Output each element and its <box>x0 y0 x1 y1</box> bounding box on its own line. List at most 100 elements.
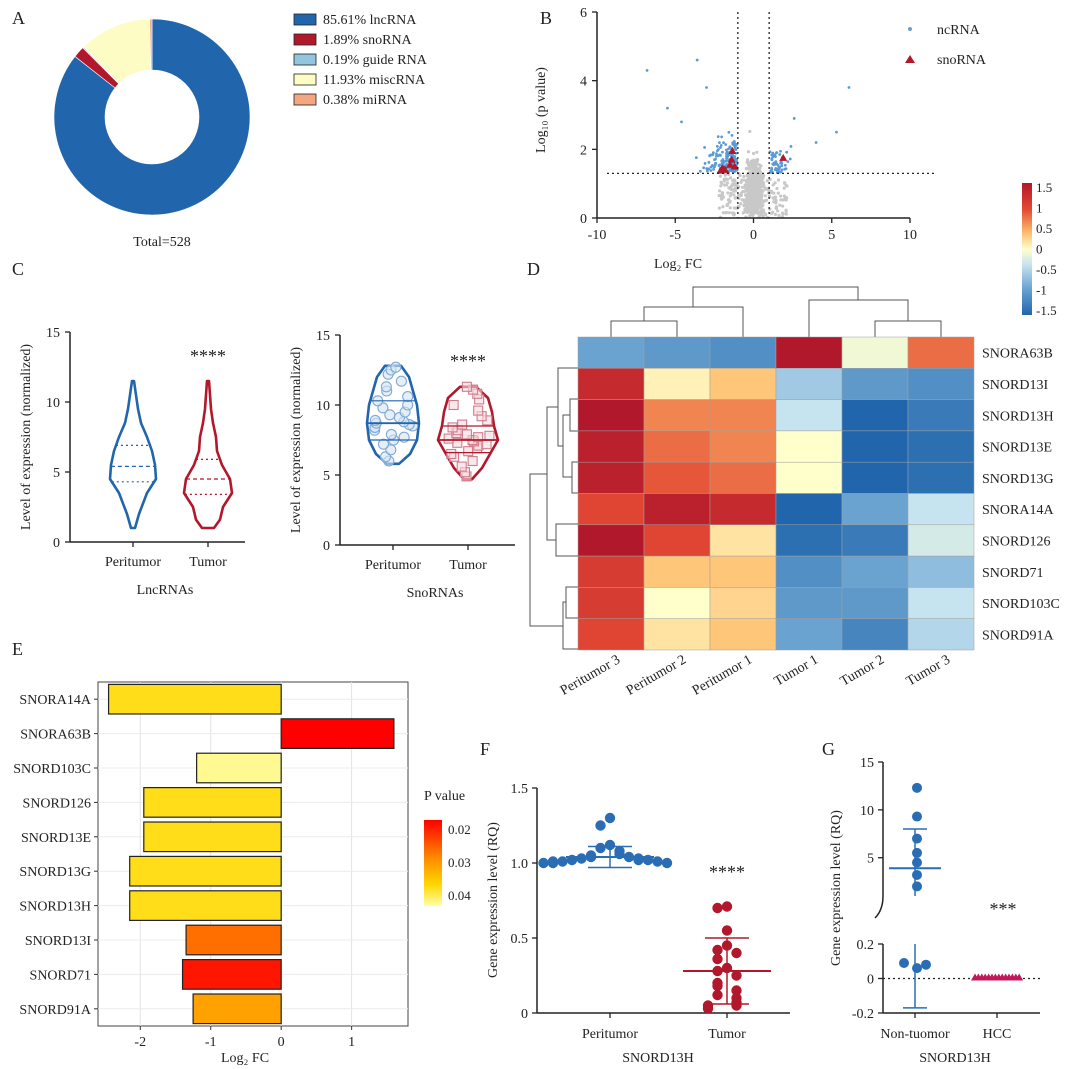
point-ns <box>754 207 758 211</box>
point-ns <box>732 183 736 187</box>
point-snorna-4 <box>728 147 737 155</box>
point-ncrna <box>780 161 784 165</box>
point-ncrna <box>770 157 774 161</box>
row-label: SNORD126 <box>982 534 1050 549</box>
panel-letter-f: F <box>480 739 490 759</box>
heatmap-cell <box>577 587 645 619</box>
point-ns <box>739 202 743 206</box>
point-ns <box>769 211 774 215</box>
point-ns <box>721 211 725 215</box>
legend-swatch-2 <box>293 53 317 66</box>
bar-snord13e <box>143 821 282 853</box>
violin-point <box>395 375 407 387</box>
y-tick-label: 1.5 <box>511 782 529 797</box>
point-ncrna <box>771 162 775 166</box>
point-ncrna <box>715 145 719 148</box>
dot-tumor <box>721 901 733 912</box>
point-ns <box>745 210 750 215</box>
point-ns <box>751 151 756 156</box>
heatmap-cell <box>643 368 711 400</box>
dot-tumor <box>712 980 723 992</box>
heatmap-cell <box>577 368 645 400</box>
point-ns <box>759 164 763 168</box>
dot-tumor <box>702 1003 714 1014</box>
category-label: SNORA63B <box>20 728 91 743</box>
violin-point <box>473 432 484 443</box>
heatmap-cell <box>775 587 843 619</box>
y-tick-label: 0 <box>323 539 330 554</box>
significance-stars: **** <box>190 346 226 366</box>
point-ncrna <box>779 149 782 153</box>
point-ns <box>759 197 764 201</box>
point-ns <box>746 173 750 177</box>
point-ncrna <box>645 68 649 72</box>
heatmap-cell <box>775 461 843 494</box>
point-ns <box>737 193 741 197</box>
dot-peritumor <box>547 857 559 869</box>
significance-stars: *** <box>990 899 1017 919</box>
point-ncrna <box>716 149 719 153</box>
column-dendrogram-branch-2 <box>874 320 942 337</box>
point-ns <box>772 191 776 195</box>
point-ns <box>723 183 727 187</box>
dot-non-tumor <box>921 959 931 970</box>
point-ncrna <box>721 158 725 161</box>
point-ns <box>761 208 766 212</box>
point-ncrna <box>725 159 728 163</box>
point-snorna-7 <box>727 155 736 163</box>
volcano-axes: -10 -5 0 5 10 0 2 4 6 <box>580 6 935 243</box>
heatmap-cell <box>643 461 711 494</box>
point-ns <box>781 212 785 216</box>
point-ns <box>732 212 736 216</box>
point-ncrna <box>847 86 851 89</box>
dot-tumor <box>731 970 742 981</box>
dot-tumor <box>721 925 733 936</box>
panel-letter-e: E <box>12 639 23 659</box>
point-ns <box>746 150 751 154</box>
x-tick-label: Peritumor <box>105 555 161 570</box>
point-ncrna <box>722 161 725 165</box>
dot-peritumor <box>576 853 587 864</box>
color-scale-tick: -1 <box>1036 283 1047 298</box>
heatmap-cell <box>643 587 711 619</box>
point-ncrna <box>713 165 716 169</box>
legend-label-2: 0.19% guide RNA <box>323 53 428 68</box>
panel-letters: A B C D E F G <box>12 8 835 759</box>
point-ns <box>785 184 789 188</box>
x-tick-label: 0 <box>278 1035 285 1050</box>
dot-peritumor <box>557 856 568 867</box>
y-tick-label: 0 <box>521 1007 528 1022</box>
bar-snord13g <box>129 855 282 887</box>
point-ns <box>751 179 755 183</box>
category-label: SNORD13G <box>19 865 91 880</box>
point-ncrna <box>705 169 709 173</box>
point-ncrna <box>705 86 708 89</box>
x-tick-label: -1 <box>205 1035 217 1050</box>
legend-swatch-0 <box>293 13 317 26</box>
significance-stars: **** <box>709 862 745 882</box>
point-ncrna <box>713 163 717 167</box>
panel-f-dot-plot: 0 0.5 1.0 1.5 Peritumor Tumor **** SNORD13H Ge… <box>486 782 790 1066</box>
dot-non-tumor <box>912 857 922 868</box>
dot-plot-f: 0 0.5 1.0 1.5 Peritumor Tumor **** <box>511 782 790 1042</box>
point-ns <box>753 188 757 193</box>
point-ns <box>729 191 733 195</box>
volcano-ylabel: Log₁₀ (p value) <box>534 67 549 153</box>
category-label: SNORA14A <box>19 693 91 708</box>
violin-point <box>402 391 414 403</box>
point-ns <box>757 187 761 191</box>
point-ncrna <box>792 117 796 120</box>
point-ns <box>784 209 788 213</box>
point-ns <box>748 186 752 191</box>
point-ns <box>744 166 749 171</box>
point-ncrna <box>680 120 683 124</box>
color-scale-tick: 0 <box>1036 242 1043 257</box>
legend-swatch-1 <box>293 33 317 46</box>
point-ncrna <box>773 168 777 172</box>
point-ncrna <box>724 148 728 152</box>
point-ns <box>747 165 751 169</box>
point-ns <box>746 177 750 182</box>
point-ns <box>741 190 745 194</box>
row-dendrogram-branch-7 <box>562 601 578 650</box>
